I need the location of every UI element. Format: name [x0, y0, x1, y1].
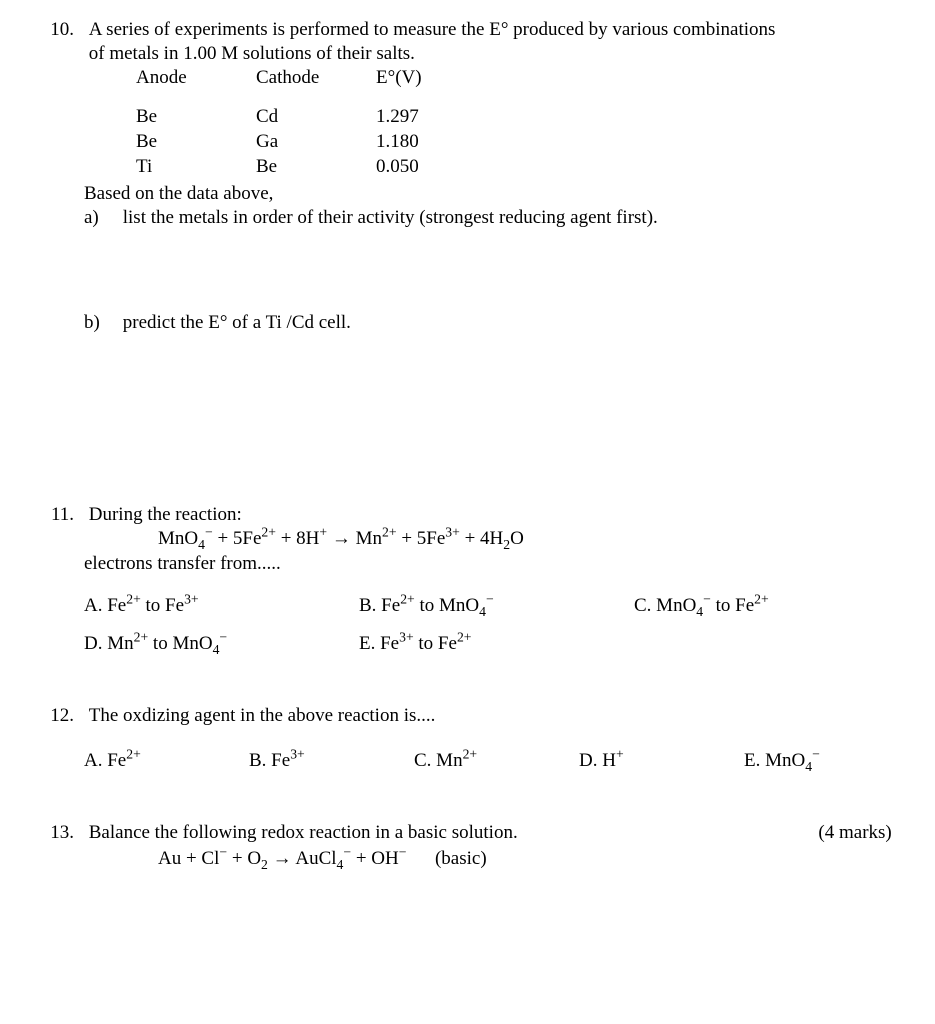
q12-opt-c: C. Mn2+: [414, 749, 579, 773]
opt-text: to Fe: [414, 633, 457, 654]
question-11: 11. During the reaction: MnO4− + 5Fe2+ +…: [40, 503, 895, 656]
cell-anode: Be: [136, 130, 256, 155]
eq-text: → Mn: [327, 528, 382, 549]
cell-ev: 0.050: [376, 155, 496, 180]
opt-text: E. MnO: [744, 750, 805, 771]
question-10: 10. A series of experiments is performed…: [40, 18, 895, 335]
q11-opt-e: E. Fe3+ to Fe2+: [359, 632, 634, 656]
q10-based-on: Based on the data above,: [84, 182, 895, 206]
q10-part-a: a) list the metals in order of their act…: [84, 206, 895, 230]
q10-body: A series of experiments is performed to …: [89, 18, 892, 66]
table-row: Be Cd 1.297: [136, 105, 496, 130]
eq-text: + 8H: [276, 528, 319, 549]
q10-b-text: predict the E° of a Ti /Cd cell.: [123, 311, 894, 335]
q12-opt-a: A. Fe2+: [84, 749, 249, 773]
eq-text: Au + Cl: [158, 848, 219, 869]
q11-opt-c: C. MnO4− to Fe2+: [634, 594, 909, 618]
q13-text: Balance the following redox reaction in …: [89, 822, 518, 843]
q10-table-header: Anode Cathode E°(V): [136, 66, 496, 91]
q10-a-text: list the metals in order of their activi…: [123, 206, 894, 230]
q12-options: A. Fe2+ B. Fe3+ C. Mn2+ D. H+ E. MnO4−: [84, 749, 895, 773]
q12-opt-e: E. MnO4−: [744, 749, 909, 773]
eq-text: → AuCl: [268, 848, 337, 869]
q10-th-ev: E°(V): [376, 66, 496, 91]
q13-body: Balance the following redox reaction in …: [89, 821, 892, 845]
question-13: 13. Balance the following redox reaction…: [40, 821, 895, 871]
opt-text: to Fe: [711, 595, 754, 616]
opt-text: A. Fe: [84, 595, 126, 616]
q11-intro: During the reaction:: [89, 503, 892, 527]
q11-opt-d: D. Mn2+ to MnO4−: [84, 632, 359, 656]
q11-equation: MnO4− + 5Fe2+ + 8H+ → Mn2+ + 5Fe3+ + 4H2…: [158, 527, 895, 551]
q10-b-label: b): [84, 311, 112, 335]
cell-cathode: Ga: [256, 130, 376, 155]
q11-tail: electrons transfer from.....: [84, 552, 895, 576]
opt-text: D. Mn: [84, 633, 134, 654]
opt-text: C. MnO: [634, 595, 696, 616]
q11-options-row1: A. Fe2+ to Fe3+ B. Fe2+ to MnO4− C. MnO4…: [84, 594, 895, 618]
q13-marks: (4 marks): [818, 821, 891, 845]
eq-text: MnO: [158, 528, 198, 549]
q10-part-b: b) predict the E° of a Ti /Cd cell.: [84, 311, 895, 335]
opt-text: D. H: [579, 750, 616, 771]
q10-intro-line2: of metals in 1.00 M solutions of their s…: [89, 43, 415, 64]
eq-text: + 5Fe: [397, 528, 446, 549]
q10-a-label: a): [84, 206, 112, 230]
cell-cathode: Cd: [256, 105, 376, 130]
opt-text: C. Mn: [414, 750, 463, 771]
q11-opt-b: B. Fe2+ to MnO4−: [359, 594, 634, 618]
q11-number: 11.: [40, 503, 74, 527]
opt-text: B. Fe: [359, 595, 400, 616]
q11-options-row2: D. Mn2+ to MnO4− E. Fe3+ to Fe2+: [84, 632, 895, 656]
q10-table: Anode Cathode E°(V) Be Cd 1.297 Be Ga 1.…: [136, 66, 895, 180]
q12-number: 12.: [40, 704, 74, 728]
q10-intro-line1: A series of experiments is performed to …: [89, 19, 776, 40]
table-row: Be Ga 1.180: [136, 130, 496, 155]
cell-anode: Ti: [136, 155, 256, 180]
q10-th-anode: Anode: [136, 66, 256, 91]
opt-text: to MnO: [415, 595, 479, 616]
opt-text: to Fe: [141, 595, 184, 616]
table-row: Ti Be 0.050: [136, 155, 496, 180]
q12-opt-b: B. Fe3+: [249, 749, 414, 773]
eq-text: + OH: [351, 848, 399, 869]
cell-anode: Be: [136, 105, 256, 130]
eq-text: + 4H: [460, 528, 503, 549]
opt-text: A. Fe: [84, 750, 126, 771]
q10-th-cathode: Cathode: [256, 66, 376, 91]
opt-text: to MnO: [148, 633, 212, 654]
opt-text: B. Fe: [249, 750, 290, 771]
eq-text: + O: [227, 848, 261, 869]
eq-text: O: [510, 528, 524, 549]
q13-number: 13.: [40, 821, 74, 845]
cell-ev: 1.297: [376, 105, 496, 130]
eq-basic: (basic): [435, 848, 487, 869]
cell-ev: 1.180: [376, 130, 496, 155]
opt-text: E. Fe: [359, 633, 399, 654]
cell-cathode: Be: [256, 155, 376, 180]
q12-opt-d: D. H+: [579, 749, 744, 773]
q12-text: The oxdizing agent in the above reaction…: [89, 704, 892, 728]
q13-equation: Au + Cl− + O2 → AuCl4− + OH− (basic): [158, 847, 895, 871]
q10-number: 10.: [40, 18, 74, 42]
question-12: 12. The oxdizing agent in the above reac…: [40, 704, 895, 774]
eq-text: + 5Fe: [213, 528, 262, 549]
q11-opt-a: A. Fe2+ to Fe3+: [84, 594, 359, 618]
